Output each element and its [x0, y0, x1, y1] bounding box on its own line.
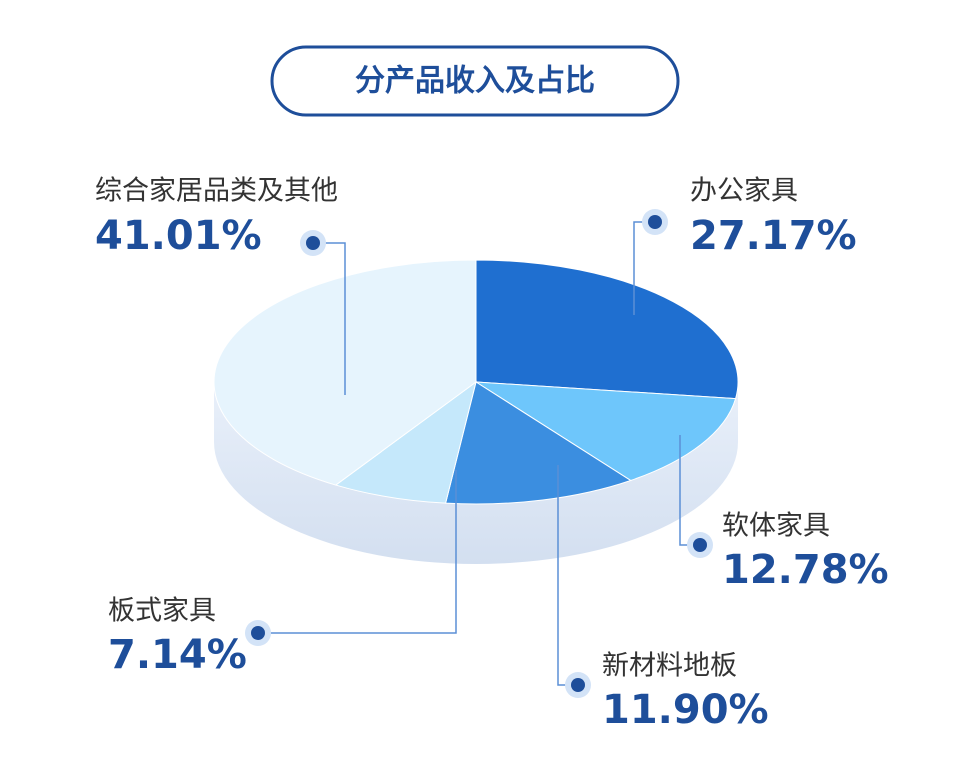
- leader-line: [258, 470, 457, 634]
- value-label: 12.78%: [722, 547, 889, 593]
- value-label: 7.14%: [108, 632, 247, 678]
- pie-slice: [475, 259, 739, 400]
- pie: [213, 259, 739, 564]
- pie-side: [214, 382, 738, 564]
- pie-slice: [475, 381, 737, 482]
- value-label: 11.90%: [602, 687, 769, 733]
- leader-dot: [306, 236, 320, 250]
- category-label: 软体家具: [722, 511, 830, 542]
- value-label: 41.01%: [95, 213, 262, 259]
- pie-slice: [444, 381, 632, 505]
- leader-dot: [648, 215, 662, 229]
- category-label: 板式家具: [108, 596, 216, 627]
- category-label: 新材料地板: [602, 651, 737, 682]
- title-frame: [270, 45, 680, 117]
- pie-slice: [334, 380, 477, 504]
- value-label: 27.17%: [690, 213, 857, 259]
- leader-dot: [693, 538, 707, 552]
- labels: 办公家具 27.17% 软体家具 12.78% 新材料地板 11.90% 板式家具 7.14%…: [95, 176, 889, 734]
- leader-dot: [571, 678, 585, 692]
- category-label: 办公家具: [690, 176, 798, 207]
- category-label: 综合家居品类及其他: [95, 176, 338, 207]
- leader-dot: [251, 626, 265, 640]
- chart-title: 分产品收入及占比: [355, 64, 595, 99]
